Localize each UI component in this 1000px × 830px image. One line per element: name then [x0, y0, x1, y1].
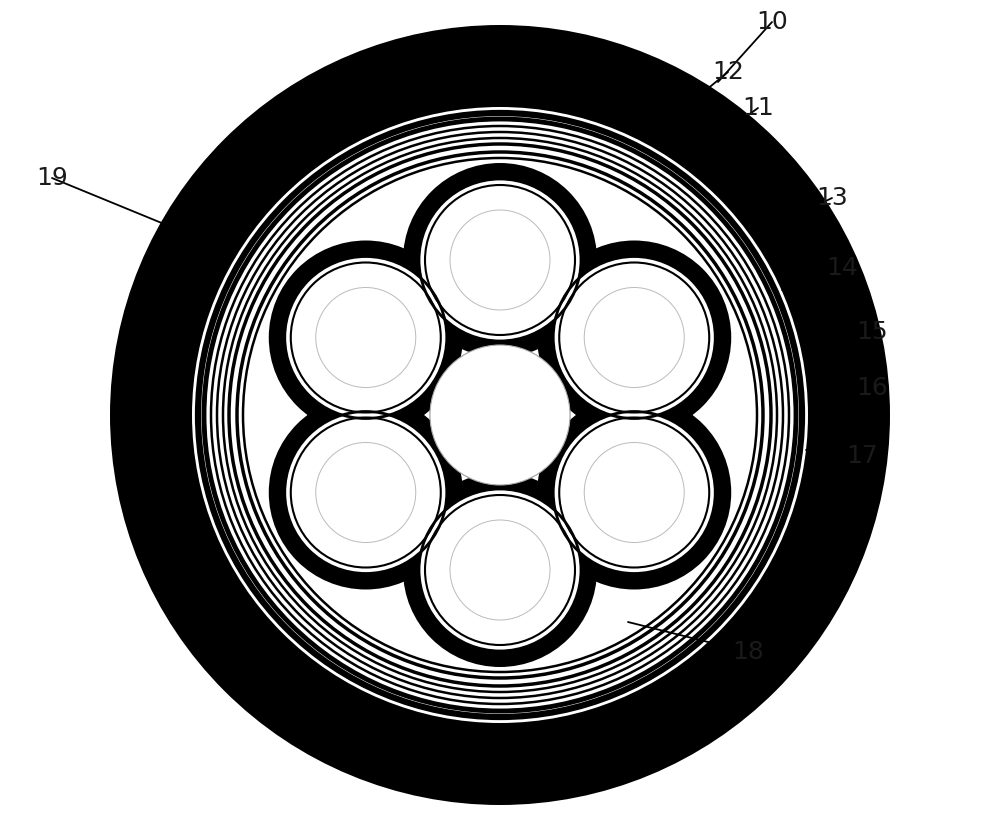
Text: 14: 14: [826, 256, 858, 280]
Circle shape: [316, 287, 416, 388]
Circle shape: [430, 345, 570, 485]
Circle shape: [269, 241, 463, 434]
Circle shape: [553, 256, 715, 418]
Text: 17: 17: [846, 444, 878, 468]
Circle shape: [285, 412, 447, 574]
Circle shape: [235, 150, 765, 680]
Circle shape: [537, 241, 731, 434]
Circle shape: [269, 396, 463, 589]
Text: 16: 16: [856, 376, 888, 400]
Circle shape: [450, 520, 550, 620]
Circle shape: [419, 489, 581, 651]
Circle shape: [584, 287, 684, 388]
Circle shape: [450, 210, 550, 310]
Text: 10: 10: [756, 10, 788, 34]
Circle shape: [285, 256, 447, 418]
Circle shape: [192, 107, 808, 723]
Text: 15: 15: [856, 320, 888, 344]
Circle shape: [403, 163, 597, 357]
Circle shape: [316, 442, 416, 543]
Circle shape: [584, 442, 684, 543]
Text: 11: 11: [742, 96, 774, 120]
Circle shape: [537, 396, 731, 589]
Text: 12: 12: [712, 60, 744, 84]
Text: 19: 19: [36, 166, 68, 190]
Circle shape: [110, 25, 890, 805]
Circle shape: [403, 473, 597, 667]
Circle shape: [419, 179, 581, 341]
Circle shape: [430, 345, 570, 485]
Text: 18: 18: [732, 640, 764, 664]
Circle shape: [553, 412, 715, 574]
Text: 13: 13: [816, 186, 848, 210]
